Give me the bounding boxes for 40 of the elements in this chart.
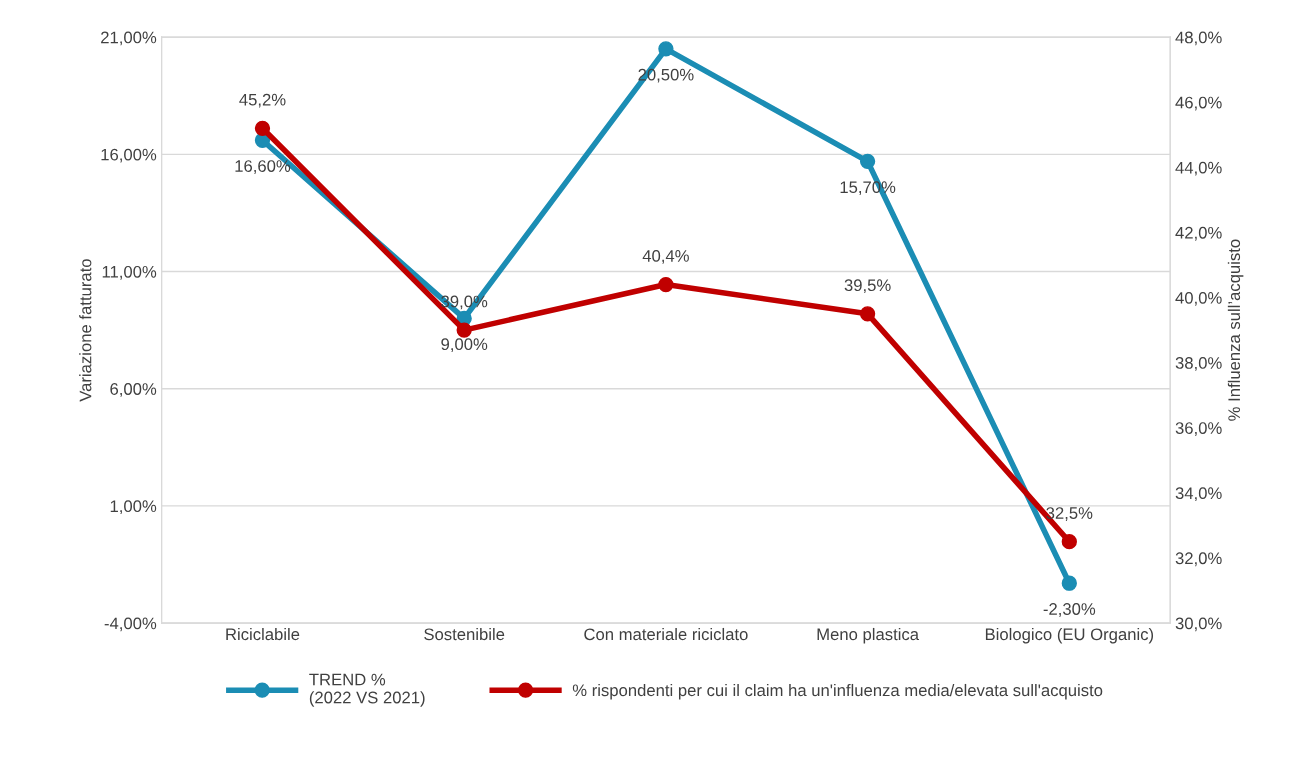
point	[859, 306, 876, 322]
y2-tick-label: 34,0%	[1175, 487, 1222, 502]
y-tick-label: 6,00%	[110, 383, 157, 397]
data-label: 16,60%	[235, 160, 291, 174]
data-label: 40,4%	[642, 250, 689, 264]
y2-tick-label: 44,0%	[1175, 161, 1222, 176]
y-tick-label: 11,00%	[102, 265, 157, 280]
x-tick-label: Meno plastica	[817, 627, 920, 644]
y-tick-label: 21,00%	[101, 31, 157, 46]
point	[456, 322, 472, 338]
point	[658, 41, 674, 57]
y2-tick-label: 48,0%	[1175, 31, 1222, 46]
point	[254, 120, 271, 136]
y-axis-title: Variazione fatturato	[79, 259, 92, 402]
legend-label: % rispondenti per cui il claim ha un'influenza media/elevata sull'acquisto	[572, 683, 1103, 700]
point	[1061, 575, 1077, 591]
y2-tick-label: 38,0%	[1175, 357, 1222, 371]
legend-label: TREND % (2022 VS 2021)	[309, 673, 425, 707]
point	[1061, 534, 1077, 550]
x-tick-label: Con materiale riciclato	[584, 627, 748, 641]
y2-tick-label: 46,0%	[1175, 96, 1222, 111]
y2-tick-label: 42,0%	[1175, 226, 1222, 241]
point	[658, 276, 674, 293]
y2-tick-label: 32,0%	[1175, 552, 1222, 567]
x-tick-label: Riciclabile	[226, 627, 300, 641]
x-tick-label: Biologico (EU Organic)	[985, 627, 1154, 644]
y2-axis-title: % Influenza sull’acquisto	[1227, 239, 1244, 421]
y-tick-label: 1,00%	[110, 500, 157, 515]
y2-tick-label: 40,0%	[1175, 291, 1222, 306]
data-label: 39,5%	[844, 279, 891, 294]
data-label: 32,5%	[1046, 507, 1093, 521]
y2-tick-label: 30,0%	[1175, 617, 1222, 632]
point	[859, 153, 876, 169]
y-tick-label: -4,00%	[104, 617, 157, 632]
data-label: 45,2%	[239, 93, 286, 108]
data-label: -2,30%	[1043, 603, 1096, 617]
data-label: 9,00%	[441, 338, 488, 353]
y2-tick-label: 36,0%	[1175, 422, 1222, 436]
y-tick-label: 16,00%	[101, 148, 157, 163]
x-tick-label: Sostenibile	[424, 627, 505, 641]
